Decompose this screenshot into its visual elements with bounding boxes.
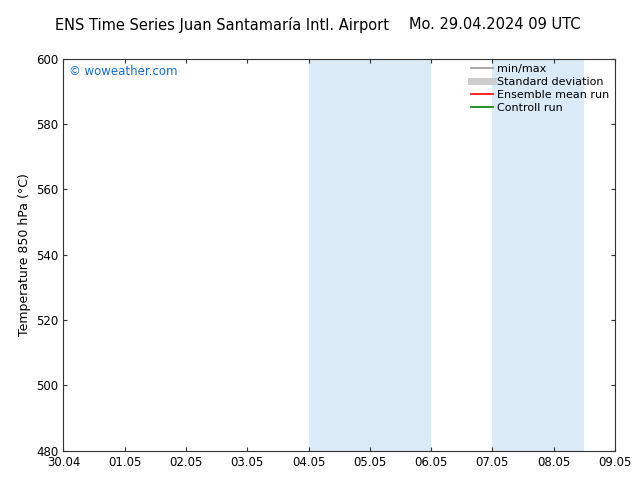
Text: ENS Time Series Juan Santamaría Intl. Airport: ENS Time Series Juan Santamaría Intl. Ai… — [55, 17, 389, 33]
Legend: min/max, Standard deviation, Ensemble mean run, Controll run: min/max, Standard deviation, Ensemble me… — [470, 64, 609, 113]
Text: Mo. 29.04.2024 09 UTC: Mo. 29.04.2024 09 UTC — [409, 17, 580, 32]
Bar — [339, 59, 431, 451]
Text: © woweather.com: © woweather.com — [69, 65, 178, 78]
Bar — [309, 59, 339, 451]
Y-axis label: Temperature 850 hPa (°C): Temperature 850 hPa (°C) — [18, 173, 30, 336]
Bar — [523, 59, 585, 451]
Bar — [493, 59, 523, 451]
